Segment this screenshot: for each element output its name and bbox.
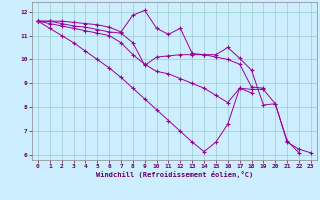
X-axis label: Windchill (Refroidissement éolien,°C): Windchill (Refroidissement éolien,°C) — [96, 171, 253, 178]
